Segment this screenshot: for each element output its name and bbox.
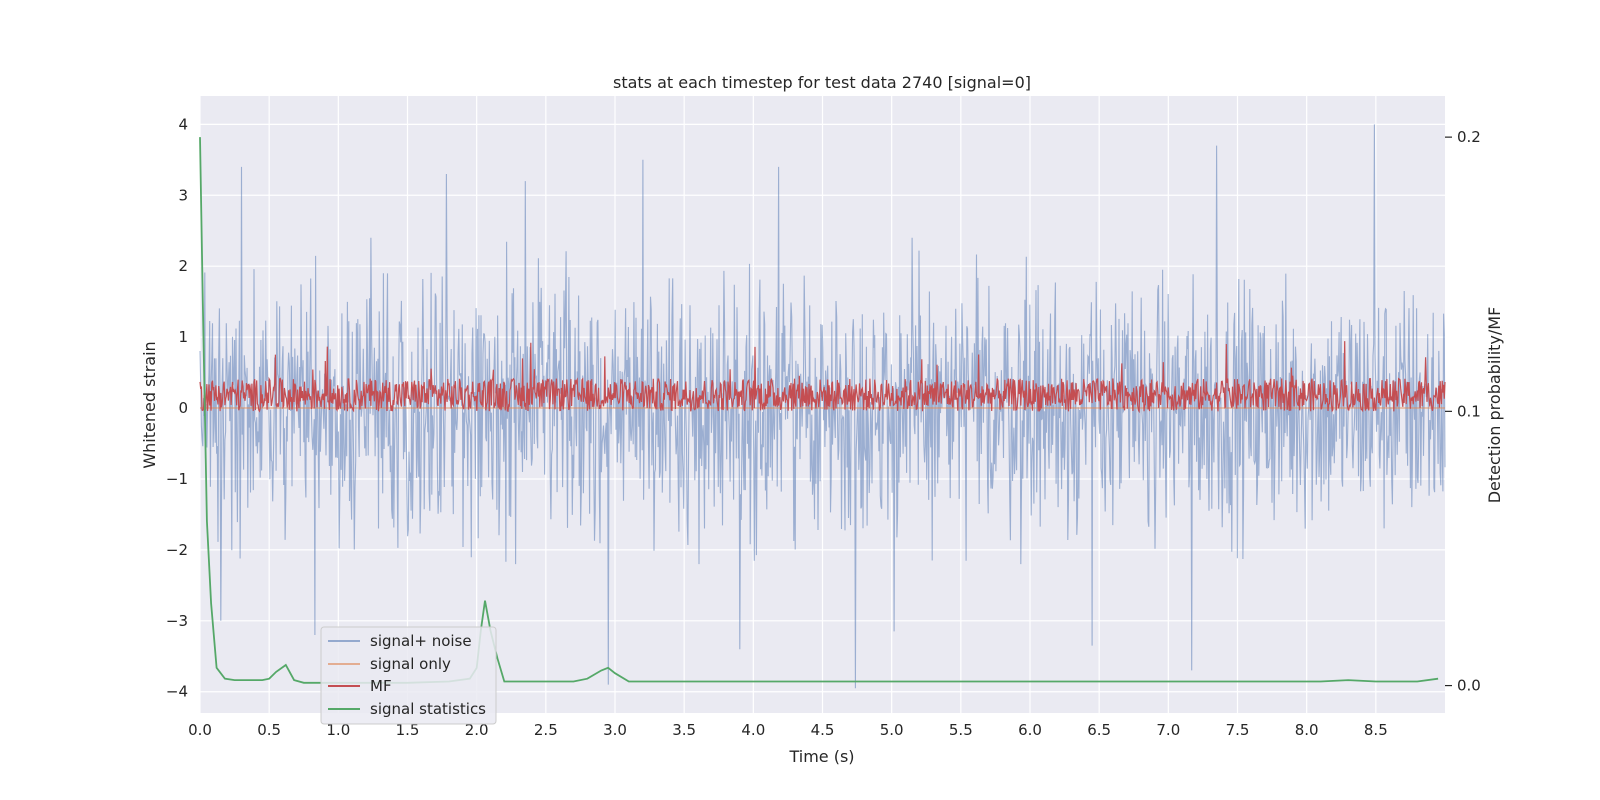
x-tick-label: 0.5 [257, 721, 281, 739]
y-tick-label: 2 [178, 257, 188, 275]
y-right-tick-label: 0.1 [1457, 402, 1481, 420]
x-tick-label: 8.0 [1295, 721, 1319, 739]
x-tick-label: 5.0 [880, 721, 904, 739]
x-tick-label: 7.0 [1156, 721, 1180, 739]
y-tick-label: −2 [166, 541, 188, 559]
legend-label-signal-only: signal only [370, 655, 451, 673]
x-tick-label: 1.5 [396, 721, 420, 739]
x-tick-label: 1.0 [326, 721, 350, 739]
x-tick-label: 4.0 [741, 721, 765, 739]
y-axis-right-label: Detection probability/MF [1485, 307, 1504, 504]
series-mf [199, 341, 1446, 414]
x-tick-label: 8.5 [1364, 721, 1388, 739]
y-tick-label: −4 [166, 683, 188, 701]
x-tick-label: 2.5 [534, 721, 558, 739]
y-tick-label: 4 [178, 115, 188, 133]
legend-label-mf: MF [370, 677, 392, 695]
y-right-tick-label: 0.0 [1457, 677, 1481, 695]
y-tick-label: 1 [178, 328, 188, 346]
signal-noise-line [199, 124, 1446, 689]
x-axis-label: Time (s) [788, 747, 854, 766]
y-tick-label: −3 [166, 612, 188, 630]
axis-ticks: 0.0 0.5 1.0 1.5 2.0 2.5 3.0 3.5 4.0 4.5 5.0 5.5 6.0 6… [166, 115, 1481, 739]
legend-label-signal-noise: signal+ noise [370, 632, 472, 650]
chart-title: stats at each timestep for test data 274… [613, 73, 1031, 92]
x-tick-label: 0.0 [188, 721, 212, 739]
x-tick-label: 3.5 [672, 721, 696, 739]
mf-line [199, 341, 1446, 414]
x-tick-label: 6.0 [1018, 721, 1042, 739]
y-right-tick-label: 0.2 [1457, 128, 1481, 146]
x-tick-label: 5.5 [949, 721, 973, 739]
legend: signal+ noise signal only MF signal stat… [320, 626, 497, 725]
legend-box [320, 626, 497, 725]
y-axis-label: Whitened strain [140, 341, 159, 468]
y-tick-label: 3 [178, 186, 188, 204]
x-tick-label: 6.5 [1087, 721, 1111, 739]
legend-label-signal-statistics: signal statistics [370, 700, 486, 718]
x-tick-label: 4.5 [811, 721, 835, 739]
y-tick-label: 0 [178, 399, 188, 417]
y-tick-label: −1 [166, 470, 188, 488]
x-tick-label: 7.5 [1226, 721, 1250, 739]
x-tick-label: 2.0 [465, 721, 489, 739]
signal-statistics-line [199, 137, 1439, 684]
series-signal-noise [199, 124, 1446, 689]
series-signal-statistics [199, 137, 1439, 684]
x-tick-label: 3.0 [603, 721, 627, 739]
